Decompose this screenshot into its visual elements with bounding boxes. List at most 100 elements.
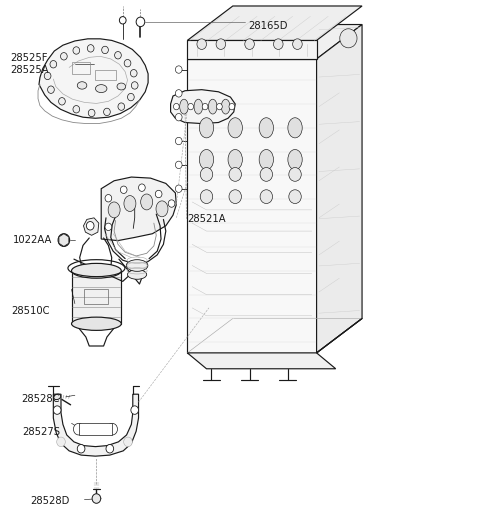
Circle shape: [175, 66, 182, 73]
Circle shape: [175, 114, 182, 121]
Bar: [79, 423, 112, 435]
Ellipse shape: [228, 118, 242, 138]
Text: 28528D: 28528D: [30, 496, 70, 506]
Circle shape: [73, 106, 80, 113]
Circle shape: [102, 46, 108, 54]
Circle shape: [216, 104, 222, 110]
Ellipse shape: [128, 270, 147, 279]
Polygon shape: [187, 6, 362, 40]
Circle shape: [104, 108, 110, 116]
Circle shape: [77, 444, 85, 453]
Bar: [72, 62, 90, 74]
Circle shape: [188, 104, 193, 110]
Circle shape: [48, 86, 54, 93]
Circle shape: [289, 190, 301, 203]
Ellipse shape: [108, 202, 120, 218]
Circle shape: [173, 104, 179, 110]
Text: 28527S: 28527S: [22, 427, 60, 438]
Circle shape: [200, 190, 213, 203]
Circle shape: [216, 39, 226, 49]
Circle shape: [44, 72, 51, 80]
Circle shape: [156, 190, 162, 198]
Circle shape: [132, 82, 138, 89]
Circle shape: [175, 138, 182, 145]
Circle shape: [86, 221, 94, 230]
Circle shape: [175, 161, 182, 168]
Circle shape: [87, 45, 94, 52]
Ellipse shape: [259, 150, 274, 169]
Ellipse shape: [199, 118, 214, 138]
Ellipse shape: [156, 201, 168, 217]
Polygon shape: [187, 40, 317, 59]
Circle shape: [58, 234, 70, 246]
Circle shape: [120, 16, 126, 24]
Circle shape: [168, 200, 175, 207]
Circle shape: [120, 186, 127, 193]
Circle shape: [53, 406, 61, 414]
Circle shape: [289, 167, 301, 181]
Ellipse shape: [221, 99, 230, 114]
Ellipse shape: [72, 263, 121, 278]
Circle shape: [175, 90, 182, 97]
Polygon shape: [39, 39, 148, 118]
Circle shape: [245, 39, 254, 49]
Circle shape: [260, 190, 273, 203]
Circle shape: [139, 184, 145, 191]
Circle shape: [88, 109, 95, 117]
Circle shape: [105, 194, 112, 202]
Ellipse shape: [96, 84, 107, 92]
Ellipse shape: [72, 317, 121, 330]
Circle shape: [106, 444, 114, 453]
Circle shape: [92, 494, 101, 503]
Polygon shape: [170, 90, 235, 124]
Circle shape: [293, 39, 302, 49]
Circle shape: [105, 223, 112, 230]
Ellipse shape: [288, 118, 302, 138]
Circle shape: [73, 47, 80, 54]
Circle shape: [229, 190, 241, 203]
Polygon shape: [72, 271, 121, 324]
Circle shape: [115, 52, 121, 59]
Circle shape: [60, 53, 67, 60]
Ellipse shape: [107, 423, 118, 435]
Ellipse shape: [259, 118, 274, 138]
Polygon shape: [317, 24, 362, 353]
Circle shape: [229, 104, 235, 110]
Circle shape: [50, 61, 57, 68]
Polygon shape: [187, 353, 336, 369]
Text: 1022AA: 1022AA: [12, 235, 52, 245]
Ellipse shape: [124, 437, 132, 447]
Polygon shape: [59, 234, 69, 246]
Text: 28510C: 28510C: [11, 305, 50, 315]
Ellipse shape: [57, 437, 65, 447]
Polygon shape: [53, 394, 139, 456]
Bar: [84, 289, 108, 304]
Circle shape: [60, 236, 67, 244]
Circle shape: [197, 39, 206, 49]
Circle shape: [136, 17, 145, 27]
Text: 28525F
28525A: 28525F 28525A: [10, 54, 49, 75]
Text: 28528C: 28528C: [21, 394, 60, 404]
Circle shape: [118, 103, 125, 110]
Circle shape: [59, 98, 65, 105]
Circle shape: [260, 167, 273, 181]
Ellipse shape: [124, 195, 136, 211]
Circle shape: [131, 406, 139, 414]
Ellipse shape: [228, 150, 242, 169]
Circle shape: [175, 185, 182, 192]
Ellipse shape: [54, 394, 60, 400]
Ellipse shape: [208, 99, 217, 114]
Circle shape: [202, 104, 208, 110]
Ellipse shape: [126, 260, 148, 271]
Circle shape: [131, 70, 137, 77]
Polygon shape: [187, 59, 317, 353]
Text: 28165D: 28165D: [249, 21, 288, 31]
Ellipse shape: [141, 194, 153, 210]
Bar: [96, 70, 116, 80]
Ellipse shape: [194, 99, 203, 114]
Circle shape: [128, 93, 134, 101]
Text: 28521A: 28521A: [187, 214, 226, 224]
Ellipse shape: [180, 99, 188, 114]
Ellipse shape: [288, 150, 302, 169]
Ellipse shape: [199, 150, 214, 169]
